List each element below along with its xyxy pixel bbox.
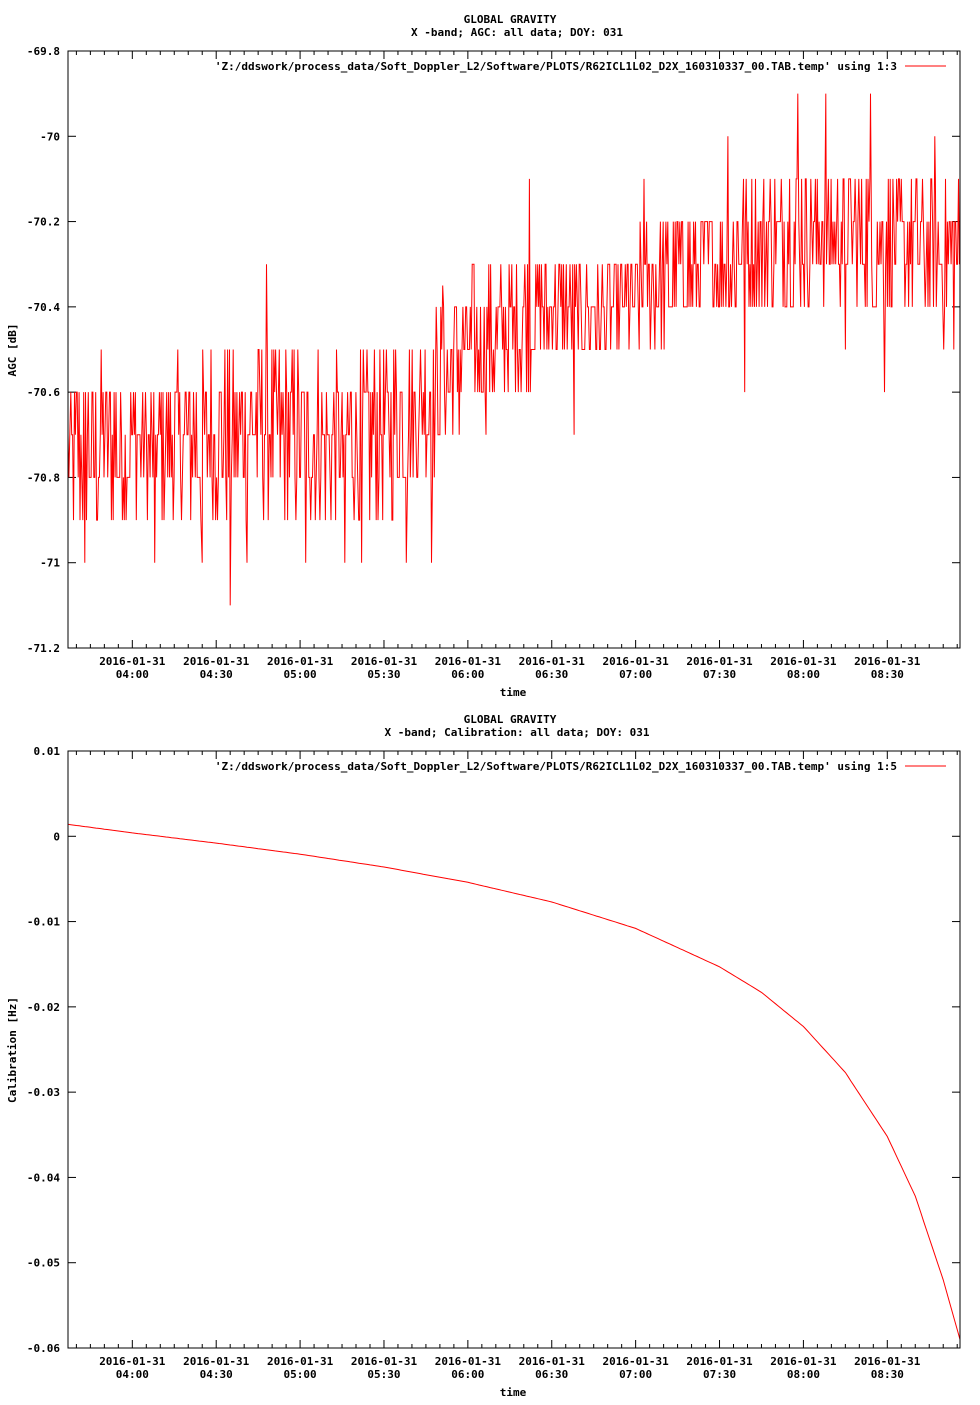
calibration-legend-label: 'Z:/ddswork/process_data/Soft_Doppler_L2… [215, 760, 897, 773]
calibration-xtick-time: 04:00 [116, 1368, 149, 1381]
agc-chart: GLOBAL GRAVITY X -band; AGC: all data; D… [6, 13, 961, 699]
agc-ytick-label: -70.6 [27, 386, 60, 399]
agc-plot-frame [67, 50, 961, 649]
calibration-xtick-date: 2016-01-31 [435, 1355, 502, 1368]
calibration-xtick-time: 08:00 [787, 1368, 820, 1381]
agc-xtick-date: 2016-01-31 [351, 655, 418, 668]
agc-xtick-date: 2016-01-31 [183, 655, 250, 668]
calibration-ticks: 0.01 0 -0.01 -0.02 -0.03 -0.04 -0.05 -0.06 2016-… [27, 745, 960, 1381]
agc-ticks: -69.8 -70 -70.2 -70.4 -70.6 -70.8 -71 -71.2 2016… [27, 45, 960, 681]
agc-xtick-time: 04:00 [116, 668, 149, 681]
calibration-xtick-time: 07:00 [619, 1368, 652, 1381]
calibration-xtick-date: 2016-01-31 [770, 1355, 837, 1368]
calibration-xtick-date: 2016-01-31 [99, 1355, 166, 1368]
calibration-ytick-label: -0.01 [27, 916, 60, 929]
agc-xtick-date: 2016-01-31 [519, 655, 586, 668]
calibration-xtick-time: 04:30 [200, 1368, 233, 1381]
agc-ytick-label: -70.8 [27, 471, 60, 484]
calibration-x-axis-label: time [500, 1386, 527, 1399]
calibration-ytick-label: -0.04 [27, 1171, 60, 1184]
calibration-ytick-label: -0.05 [27, 1257, 60, 1270]
agc-legend-label: 'Z:/ddswork/process_data/Soft_Doppler_L2… [215, 60, 897, 73]
agc-xtick-time: 05:00 [284, 668, 317, 681]
calibration-xtick-time: 05:30 [367, 1368, 400, 1381]
calibration-chart-title: GLOBAL GRAVITY [464, 713, 557, 726]
agc-xtick-date: 2016-01-31 [770, 655, 837, 668]
agc-xtick-time: 08:30 [871, 668, 904, 681]
agc-xtick-date: 2016-01-31 [435, 655, 502, 668]
calibration-ytick-label: 0 [53, 830, 60, 843]
agc-x-axis-label: time [500, 686, 527, 699]
agc-y-axis-label: AGC [dB] [6, 324, 19, 377]
calibration-xtick-date: 2016-01-31 [267, 1355, 334, 1368]
agc-xtick-date: 2016-01-31 [267, 655, 334, 668]
agc-plot-area [67, 93, 960, 606]
calibration-ytick-label: 0.01 [34, 745, 61, 758]
calibration-xtick-date: 2016-01-31 [519, 1355, 586, 1368]
agc-xtick-time: 07:30 [703, 668, 736, 681]
agc-ytick-label: -70.2 [27, 216, 60, 229]
calibration-xtick-date: 2016-01-31 [183, 1355, 250, 1368]
agc-chart-title: GLOBAL GRAVITY [464, 13, 557, 26]
calibration-y-axis-label: Calibration [Hz] [6, 997, 19, 1103]
calibration-xtick-date: 2016-01-31 [854, 1355, 921, 1368]
calibration-ytick-label: -0.03 [27, 1086, 60, 1099]
agc-ytick-label: -70 [40, 130, 60, 143]
calibration-xtick-time: 06:30 [535, 1368, 568, 1381]
agc-xtick-date: 2016-01-31 [603, 655, 670, 668]
agc-ytick-label: -71 [40, 557, 60, 570]
agc-chart-subtitle: X -band; AGC: all data; DOY: 031 [411, 26, 623, 39]
agc-xtick-time: 06:00 [451, 668, 484, 681]
agc-xtick-time: 06:30 [535, 668, 568, 681]
agc-xtick-time: 04:30 [200, 668, 233, 681]
agc-xtick-date: 2016-01-31 [854, 655, 921, 668]
agc-ytick-label: -71.2 [27, 642, 60, 655]
calibration-xtick-date: 2016-01-31 [686, 1355, 753, 1368]
agc-xtick-date: 2016-01-31 [686, 655, 753, 668]
agc-xtick-time: 07:00 [619, 668, 652, 681]
calibration-xtick-date: 2016-01-31 [351, 1355, 418, 1368]
calibration-plot-area [67, 823, 961, 1340]
agc-xtick-date: 2016-01-31 [99, 655, 166, 668]
calibration-chart: GLOBAL GRAVITY X -band; Calibration: all… [6, 713, 961, 1399]
calibration-xtick-time: 08:30 [871, 1368, 904, 1381]
calibration-ytick-label: -0.02 [27, 1001, 60, 1014]
calibration-chart-subtitle: X -band; Calibration: all data; DOY: 031 [385, 726, 650, 739]
agc-ytick-label: -70.4 [27, 301, 60, 314]
agc-xtick-time: 08:00 [787, 668, 820, 681]
agc-xtick-time: 05:30 [367, 668, 400, 681]
calibration-xtick-date: 2016-01-31 [603, 1355, 670, 1368]
calibration-series-line [67, 823, 961, 1340]
agc-series-line [67, 93, 960, 606]
calibration-xtick-time: 05:00 [284, 1368, 317, 1381]
calibration-xtick-time: 07:30 [703, 1368, 736, 1381]
calibration-xtick-time: 06:00 [451, 1368, 484, 1381]
calibration-ytick-label: -0.06 [27, 1342, 60, 1355]
calibration-plot-frame [67, 750, 961, 1349]
agc-ytick-label: -69.8 [27, 45, 60, 58]
